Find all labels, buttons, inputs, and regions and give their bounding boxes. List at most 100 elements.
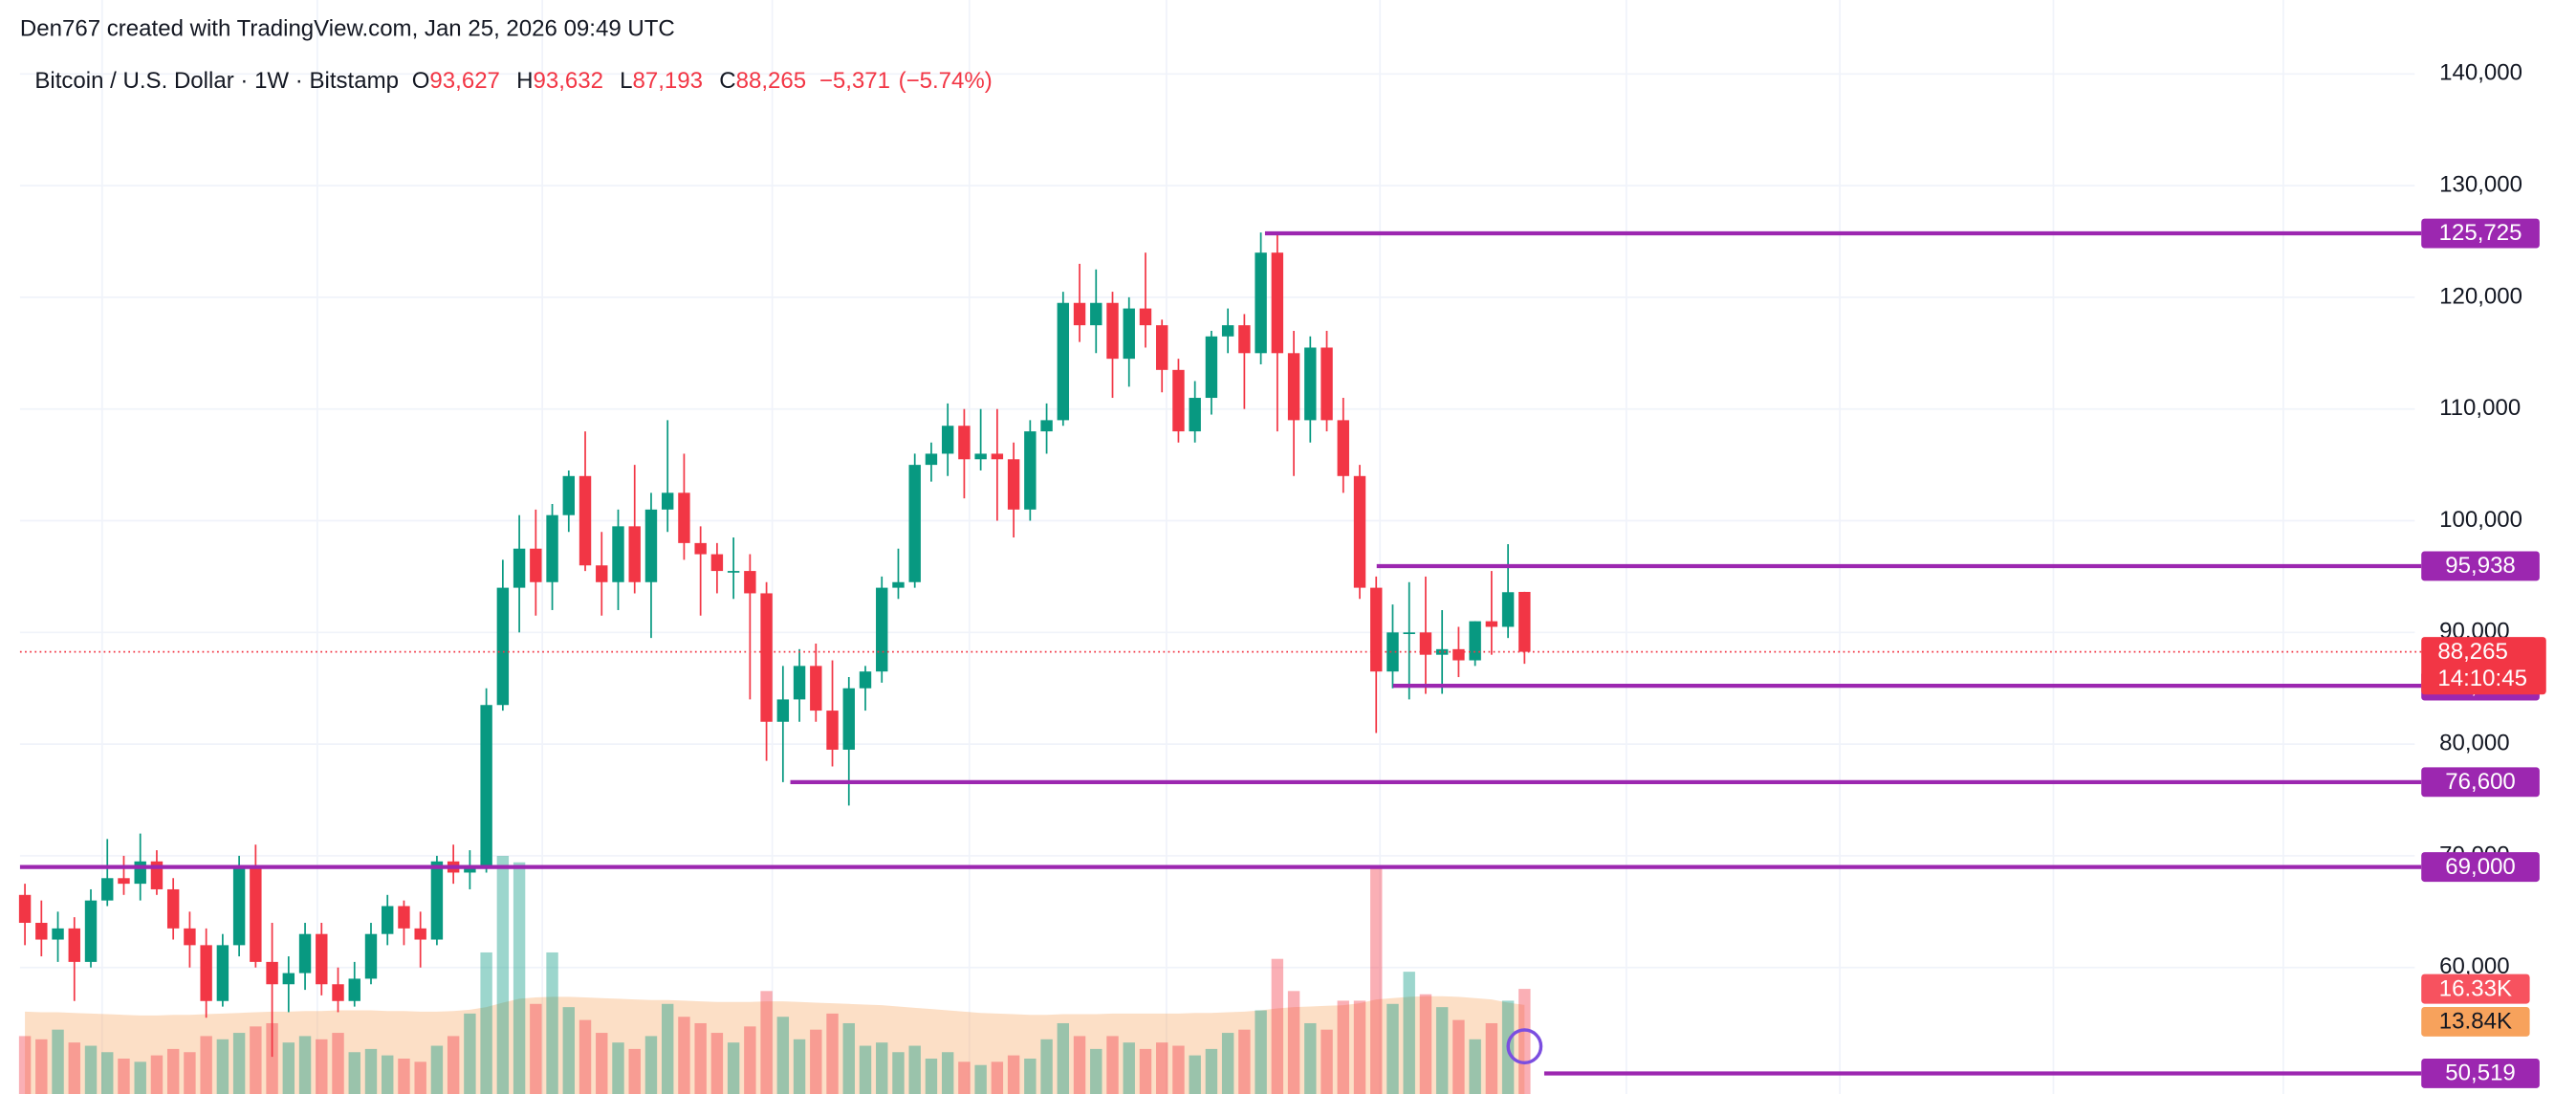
candle-body: [398, 906, 410, 929]
candle-body: [68, 928, 80, 962]
volume-bar: [991, 1061, 1004, 1094]
candle-body: [1485, 621, 1498, 627]
legend: Bitcoin / U.S. Dollar · 1W · Bitstamp O93…: [34, 68, 992, 94]
volume-bar: [1353, 1000, 1366, 1094]
candle-body: [579, 475, 592, 566]
volume-bar: [266, 1022, 278, 1094]
volume-ma-box: [2421, 1007, 2530, 1037]
volume-bar: [216, 1039, 229, 1094]
y-tick-label: 100,000: [2439, 507, 2522, 533]
countdown-label: 14:10:45: [2437, 666, 2527, 691]
candle-body: [430, 861, 444, 940]
legend-value: 93,627: [429, 68, 500, 94]
volume-bar: [1386, 1003, 1399, 1094]
legend-value: 93,632: [533, 68, 603, 94]
volume-bar: [710, 1033, 724, 1094]
volume-bar: [1370, 868, 1383, 1094]
volume-bar: [298, 1036, 312, 1094]
volume-bar: [282, 1042, 295, 1094]
candle-body: [364, 933, 378, 979]
level-label: 76,600: [2445, 769, 2516, 795]
candle-body: [1106, 302, 1119, 360]
candle-body: [1024, 431, 1037, 510]
candle-body: [1501, 592, 1515, 627]
volume-bar: [1073, 1036, 1086, 1094]
legend-key: H: [516, 68, 533, 94]
candle-body: [1238, 325, 1251, 354]
candle-body: [496, 587, 510, 706]
candle-body: [250, 866, 262, 962]
candle-body: [316, 933, 328, 985]
y-tick-label: 110,000: [2439, 395, 2521, 421]
volume-bar: [826, 1013, 839, 1094]
candle-body: [1090, 302, 1102, 326]
volume-bar: [612, 1042, 624, 1094]
volume-bar: [18, 1036, 32, 1094]
volume-ma-area: [25, 996, 1525, 1094]
level-label: 125,725: [2439, 220, 2522, 246]
volume-bar: [678, 1017, 690, 1094]
candle-body: [562, 475, 575, 515]
volume-bar: [1205, 1048, 1218, 1094]
volume-bar: [1469, 1039, 1481, 1094]
candle-body: [744, 571, 756, 594]
volume-bar: [68, 1042, 80, 1094]
volume-bar: [134, 1061, 146, 1094]
candle-body: [793, 666, 806, 700]
candle-body: [644, 509, 658, 582]
volume-bar: [644, 1036, 658, 1094]
volume-bar: [859, 1045, 872, 1094]
candle-body: [1123, 308, 1135, 360]
candle-body: [52, 928, 64, 940]
candle-body: [530, 548, 542, 582]
candle-body: [1040, 420, 1053, 432]
legend-value: 88,265: [736, 68, 807, 94]
y-tick-label: 130,000: [2439, 171, 2522, 197]
volume-ma-label: 13.84K: [2439, 1009, 2512, 1035]
candle-body: [760, 593, 773, 722]
candle-body: [1073, 302, 1086, 326]
volume-bar: [364, 1048, 378, 1094]
candle-body: [1321, 347, 1333, 421]
volume-bar: [1139, 1048, 1152, 1094]
volume-bar: [1057, 1022, 1070, 1094]
volume-bar: [513, 862, 526, 1094]
candle-body: [184, 928, 196, 946]
ai-icon: [1506, 1028, 1543, 1065]
volume-bar: [118, 1058, 130, 1094]
volume-bar: [546, 952, 558, 1094]
candle-body: [596, 565, 608, 582]
plot: 60,00070,00080,00090,000100,000110,00012…: [18, 0, 2546, 1094]
candle-body: [1172, 369, 1185, 432]
candle-body: [332, 984, 344, 1001]
volume-label: 16.33K: [2439, 975, 2512, 1001]
volume-bar: [958, 1061, 971, 1094]
volume-bar: [1007, 1055, 1020, 1094]
candle-body: [513, 548, 526, 588]
volume-bar: [1304, 1022, 1317, 1094]
candle-body: [101, 878, 114, 901]
candle-body: [958, 426, 971, 460]
candle-body: [216, 945, 229, 1001]
candle-body: [991, 453, 1004, 460]
volume-bar: [760, 991, 773, 1094]
candle-body: [232, 866, 246, 946]
candle-body: [1287, 353, 1300, 421]
level-box: [2421, 1059, 2540, 1088]
candle-body: [480, 705, 492, 867]
candle-body: [1255, 252, 1267, 354]
level-box: [2421, 852, 2540, 883]
volume-bar: [1189, 1055, 1201, 1094]
candle-body: [612, 526, 624, 582]
volume-bar: [1485, 1022, 1498, 1094]
volume-bar: [250, 1026, 262, 1094]
candle-body: [842, 688, 855, 750]
candle-body: [1353, 475, 1366, 588]
volume-bar: [1123, 1042, 1135, 1094]
candle-body: [1189, 398, 1201, 432]
volume-bar: [184, 1052, 196, 1094]
candle-body: [1304, 347, 1317, 421]
volume-bar: [925, 1058, 938, 1094]
candle-body: [1370, 587, 1383, 672]
volume-bar: [35, 1039, 48, 1094]
